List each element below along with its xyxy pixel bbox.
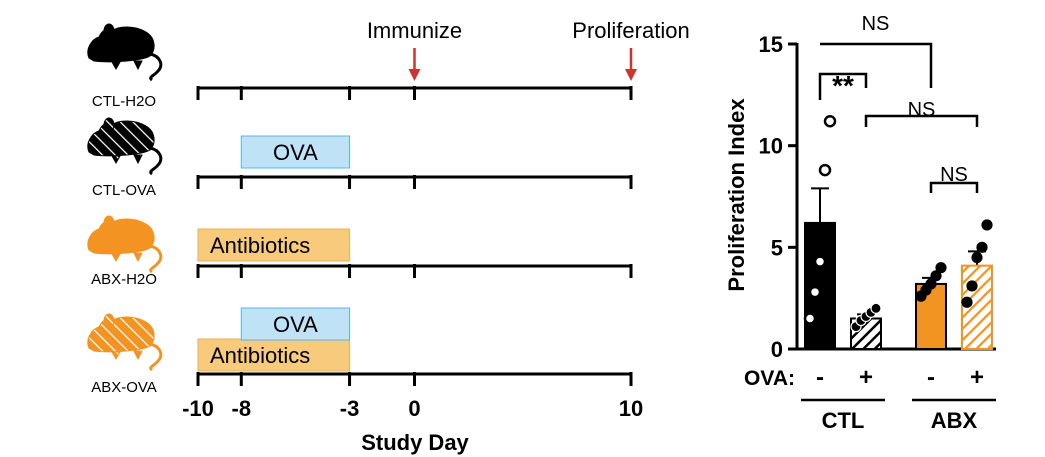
data-point	[971, 251, 983, 264]
y-tick-label: 10	[759, 134, 783, 159]
data-point	[935, 262, 947, 274]
day-tick-label: 0	[408, 396, 420, 421]
red-arrow-icon	[625, 69, 637, 81]
day-tick-label: 10	[619, 396, 643, 421]
significance-bracket: NS	[820, 13, 933, 88]
bracket-line	[929, 181, 979, 193]
data-point	[823, 115, 837, 128]
day-tick-label: -10	[182, 396, 214, 421]
group-label: ABX-OVA	[91, 379, 157, 396]
group-row-abx-h2o: Antibiotics ABX-H2O	[86, 214, 633, 288]
data-point	[976, 241, 988, 253]
event-label-immunize: Immunize	[367, 18, 462, 43]
significance-label: NS	[940, 164, 968, 186]
group-row-ctl-h2o: CTL-H2O	[86, 22, 633, 110]
proliferation-chart: Proliferation Index 0 5 10 15 - + - + CTL ABX ** NS…	[724, 13, 996, 433]
data-point	[966, 280, 978, 292]
group-label: ABX-H2O	[91, 271, 157, 288]
group-rows: CTL-H2OOVACTL-OVAAntibioticsABX-H2OAntib…	[86, 22, 633, 396]
red-arrow-icon	[408, 69, 421, 81]
treatment-symbol: -	[927, 364, 935, 391]
event-label-proliferation: Proliferation	[572, 18, 689, 43]
day-tick-label: -3	[340, 396, 360, 421]
rat-striped-black-icon	[86, 116, 163, 176]
bar-abx-h2o	[915, 282, 947, 350]
y-axis-label: Proliferation Index	[724, 98, 749, 292]
significance-label: NS	[908, 99, 936, 121]
ova-label: OVA	[273, 140, 318, 165]
event-markers: Immunize Proliferation	[367, 18, 690, 81]
day-tick-labels: -10 -8 -3 0 10	[182, 396, 643, 421]
group-label-ctl: CTL	[822, 408, 865, 433]
antibiotics-label: Antibiotics	[210, 343, 310, 368]
group-label: CTL-OVA	[92, 182, 156, 199]
data-point	[813, 255, 827, 268]
data-point	[925, 278, 937, 290]
bracket-line	[864, 114, 979, 127]
treatment-symbol: -	[816, 364, 824, 391]
significance-bracket: **	[818, 70, 868, 101]
bar-ctl-h2o	[804, 221, 836, 350]
data-point	[818, 163, 832, 177]
significance-bracket: NS	[929, 164, 979, 193]
significance-label: **	[832, 70, 854, 101]
data-point	[803, 312, 817, 325]
rat-solid-orange-icon	[86, 214, 163, 274]
group-row-abx-ova: Antibiotics OVA ABX-OVA	[86, 307, 633, 396]
y-tick-label: 15	[759, 32, 783, 57]
study-timeline: Immunize Proliferation CTL-H2O OVA CTL-OVA A…	[86, 18, 690, 455]
treatment-symbol: +	[970, 364, 984, 391]
y-tick-label: 5	[771, 235, 783, 260]
group-label: CTL-H2O	[92, 93, 156, 110]
antibiotics-period-box	[197, 338, 351, 372]
chart-plot-area: 0 5 10 15 - + - + CTL ABX ** NS NS NS	[759, 13, 996, 433]
data-point	[981, 219, 993, 231]
rat-striped-orange-icon	[86, 312, 163, 372]
rat-solid-black-icon	[86, 22, 163, 82]
group-label-abx: ABX	[931, 408, 978, 433]
significance-label: NS	[862, 13, 890, 35]
data-point	[930, 270, 942, 282]
ova-period-box	[240, 307, 351, 341]
y-tick-label: 0	[771, 337, 783, 362]
timeline-axis-label: Study Day	[361, 430, 469, 455]
bracket-line	[820, 42, 933, 88]
ova-period-box	[240, 135, 351, 169]
treatment-symbol: +	[859, 364, 873, 391]
day-tick-label: -8	[232, 396, 252, 421]
data-point	[870, 302, 882, 314]
data-point	[808, 285, 822, 299]
treatment-row-label: OVA:	[744, 367, 795, 390]
ova-label: OVA	[273, 312, 318, 337]
data-point	[961, 296, 973, 308]
group-row-ctl-ova: OVA CTL-OVA	[86, 116, 633, 199]
antibiotics-label: Antibiotics	[210, 233, 310, 258]
significance-bracket: NS	[864, 99, 979, 127]
bracket-line	[818, 72, 868, 100]
antibiotics-period-box	[197, 228, 351, 262]
